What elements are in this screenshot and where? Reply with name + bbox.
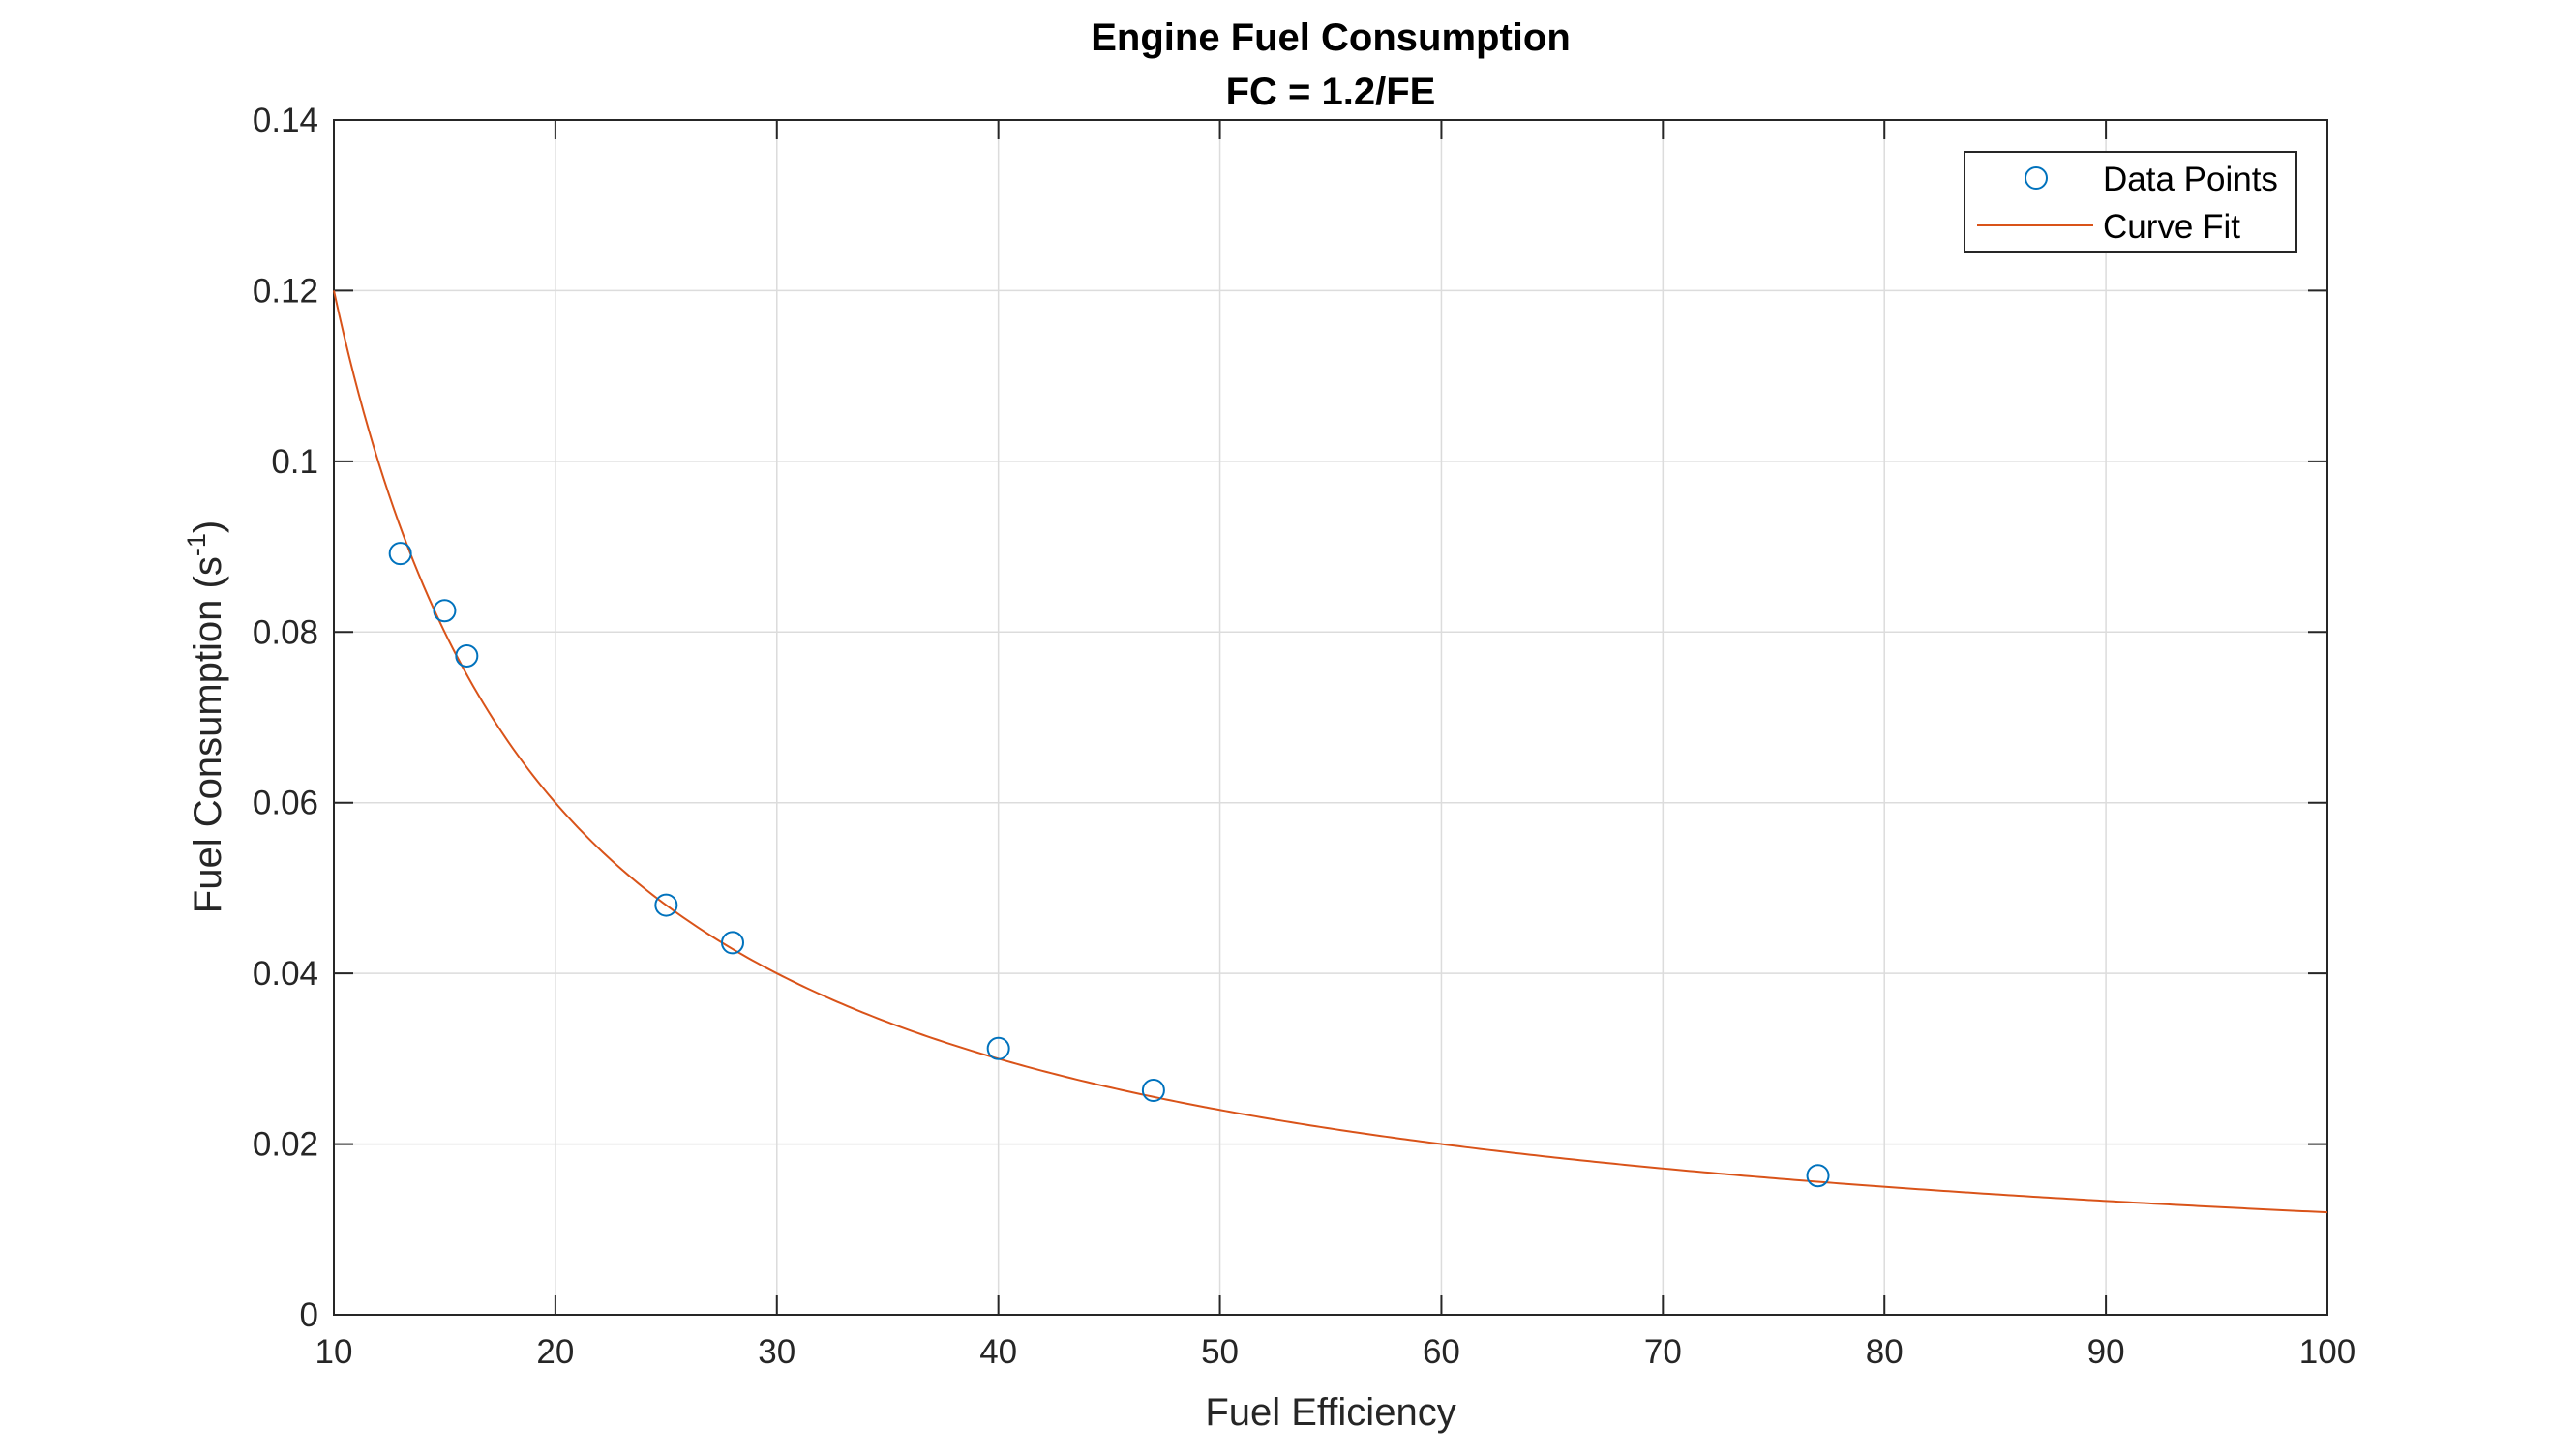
- legend: Data Points Curve Fit: [1964, 151, 2297, 253]
- chart-title: Engine Fuel Consumption: [1091, 16, 1571, 59]
- y-axis-title-superscript: -1: [182, 533, 211, 556]
- data-point: [1806, 1164, 1830, 1188]
- data-point: [654, 893, 678, 917]
- x-tick-labels: 10 20 30 40 50 60 70 80 90 100: [315, 1333, 2356, 1371]
- x-tick-label: 100: [2299, 1333, 2355, 1371]
- data-points: [388, 542, 1830, 1188]
- y-tick-label: 0.04: [253, 955, 318, 993]
- data-point: [455, 643, 479, 668]
- y-tick-label: 0.12: [253, 272, 318, 310]
- y-axis-title: Fuel Consumption (s-1): [182, 520, 229, 913]
- x-tick-label: 50: [1201, 1333, 1239, 1371]
- x-tick-label: 10: [315, 1333, 353, 1371]
- x-tick-label: 40: [979, 1333, 1017, 1371]
- y-tick-label: 0.1: [271, 443, 318, 481]
- x-axis-title: Fuel Efficiency: [1205, 1391, 1455, 1434]
- x-tick-label: 20: [536, 1333, 574, 1371]
- legend-label-curve-fit: Curve Fit: [2103, 208, 2240, 246]
- legend-marker-data-points: [2025, 166, 2048, 190]
- data-point: [433, 599, 457, 623]
- y-tick-labels: 0 0.02 0.04 0.06 0.08 0.1 0.12 0.14: [253, 102, 318, 1334]
- y-axis-title-main: Fuel Consumption (s: [187, 556, 229, 913]
- data-point: [388, 542, 412, 566]
- data-point: [1141, 1078, 1165, 1102]
- grid-lines: [334, 120, 2327, 1315]
- axis-ticks: [333, 119, 2328, 1316]
- x-tick-label: 30: [758, 1333, 795, 1371]
- y-tick-label: 0.06: [253, 785, 318, 822]
- y-tick-label: 0.14: [253, 102, 318, 139]
- data-point: [986, 1036, 1010, 1060]
- y-tick-label: 0.02: [253, 1126, 318, 1164]
- legend-box: [1964, 151, 2297, 253]
- x-tick-label: 80: [1866, 1333, 1904, 1371]
- x-tick-label: 60: [1423, 1333, 1460, 1371]
- y-axis-title-close: ): [187, 520, 229, 533]
- x-tick-label: 90: [2087, 1333, 2125, 1371]
- plot-area-frame: [333, 119, 2328, 1316]
- chart-subtitle: FC = 1.2/FE: [1226, 71, 1436, 113]
- data-point: [721, 931, 744, 955]
- x-tick-label: 70: [1644, 1333, 1682, 1371]
- curve-fit-line: [333, 290, 2328, 1214]
- y-tick-label: 0: [300, 1296, 318, 1334]
- legend-label-data-points: Data Points: [2103, 161, 2278, 198]
- y-tick-label: 0.08: [253, 613, 318, 651]
